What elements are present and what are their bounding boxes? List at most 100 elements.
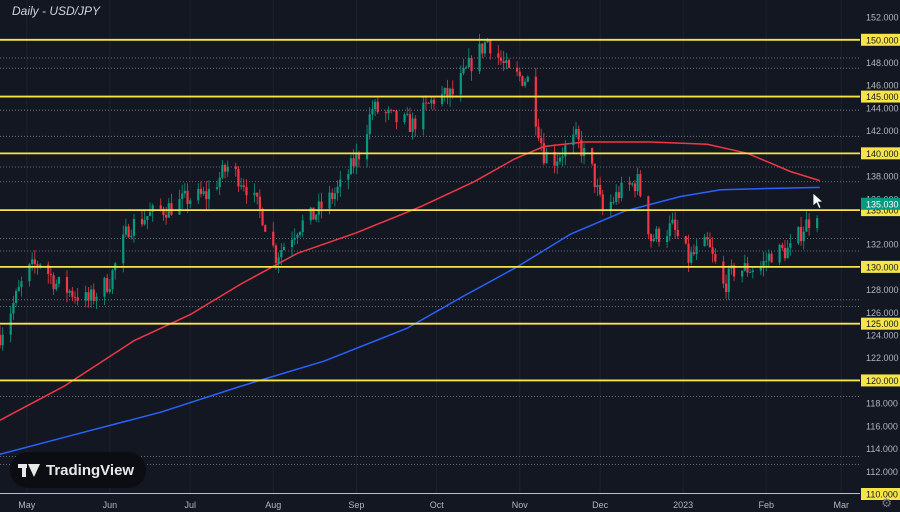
candle-109 <box>408 107 412 133</box>
candle-75 <box>280 243 283 266</box>
price-tick-label-14: 148.000 <box>866 58 899 68</box>
candle-213 <box>799 216 803 246</box>
candle-51 <box>189 197 192 209</box>
candle-36 <box>132 213 136 243</box>
candle-61 <box>226 160 229 177</box>
candle-115 <box>430 97 433 110</box>
level-label-145.000: 145.000 <box>861 90 900 103</box>
candle-173 <box>649 233 653 248</box>
time-tick-label-9: Feb <box>758 500 774 510</box>
price-tick-label-8: 132.000 <box>866 240 899 250</box>
level-label-125.000: 125.000 <box>861 317 900 330</box>
candle-140 <box>524 78 527 88</box>
horizontal-levels[interactable] <box>0 38 860 495</box>
candle-52 <box>197 183 200 204</box>
level-label-110.000: 110.000 <box>861 488 900 500</box>
candle-79 <box>296 232 299 244</box>
candle-211 <box>789 233 792 256</box>
candle-3 <box>12 295 15 321</box>
candle-60 <box>223 163 227 179</box>
candle-74 <box>277 252 280 274</box>
candle-217 <box>816 215 819 233</box>
candle-197 <box>741 270 744 283</box>
candle-26 <box>95 292 98 310</box>
candle-148 <box>556 152 559 175</box>
candle-129 <box>483 40 487 57</box>
candle-141 <box>526 75 529 83</box>
candle-38 <box>143 210 146 226</box>
candle-202 <box>759 261 762 276</box>
candle-171 <box>639 170 642 198</box>
candle-168 <box>631 181 634 187</box>
candle-162 <box>609 194 612 217</box>
candle-124 <box>465 65 468 70</box>
cursor-arrow-icon <box>812 192 825 210</box>
candle-112 <box>422 96 425 136</box>
candle-13 <box>49 266 53 285</box>
time-tick-label-2: Jul <box>184 500 196 510</box>
candle-134 <box>502 51 505 71</box>
candle-181 <box>676 220 679 240</box>
candle-186 <box>695 239 698 260</box>
candle-30 <box>111 268 114 294</box>
candle-125 <box>467 48 470 68</box>
time-axis-bg <box>0 494 860 512</box>
time-axis[interactable]: May Jun Jul Aug Sep Oct Nov Dec 2023 Feb Mar <box>0 494 860 512</box>
price-tick-label-7: 128.000 <box>866 285 899 295</box>
candle-122 <box>459 65 462 102</box>
candle-123 <box>462 59 465 76</box>
candle-86 <box>320 192 323 219</box>
level-label-150.000: 150.000 <box>861 33 900 46</box>
candle-160 <box>599 176 602 197</box>
candle-185 <box>692 244 695 256</box>
candle-77 <box>290 231 294 257</box>
level-label-120.000: 120.000 <box>861 374 900 387</box>
candle-101 <box>376 97 379 115</box>
candle-19 <box>71 286 74 302</box>
candle-150 <box>561 147 564 167</box>
chart-grid <box>26 0 842 494</box>
candle-153 <box>574 121 578 138</box>
candle-105 <box>392 110 395 113</box>
candle-49 <box>183 182 186 198</box>
time-tick-label-4: Sep <box>348 500 364 510</box>
candle-180 <box>674 212 677 240</box>
candle-154 <box>577 125 580 149</box>
candle-176 <box>657 226 661 247</box>
svg-text:150.000: 150.000 <box>866 35 899 45</box>
candle-21 <box>76 288 79 306</box>
candle-93 <box>349 154 353 175</box>
candle-187 <box>703 233 706 247</box>
time-tick-label-6: Nov <box>512 500 529 510</box>
candle-104 <box>390 108 393 114</box>
candle-138 <box>518 67 521 82</box>
price-tick-label-15: 152.000 <box>866 13 899 23</box>
candle-28 <box>106 273 109 294</box>
candle-201 <box>751 266 754 279</box>
candle-189 <box>708 232 712 248</box>
candle-214 <box>802 226 805 250</box>
candle-56 <box>207 180 211 209</box>
price-tick-label-4: 122.000 <box>866 353 899 363</box>
tradingview-logo[interactable]: TradingView <box>10 452 147 488</box>
candle-210 <box>786 240 789 259</box>
gear-icon[interactable]: ⚙ <box>881 496 892 510</box>
candle-88 <box>331 188 334 205</box>
svg-text:130.000: 130.000 <box>866 262 899 272</box>
time-tick-label-7: Dec <box>592 500 609 510</box>
candle-165 <box>617 185 620 204</box>
candle-46 <box>170 193 173 217</box>
candle-0 <box>0 325 2 349</box>
candle-215 <box>805 211 808 232</box>
svg-text:120.000: 120.000 <box>866 376 899 386</box>
price-axis[interactable]: 112.000 114.000 116.000 118.000 122.000 124.0… <box>860 0 900 512</box>
candle-206 <box>770 250 773 263</box>
candle-35 <box>130 229 133 240</box>
svg-text:125.000: 125.000 <box>866 319 899 329</box>
candle-143 <box>537 118 540 142</box>
price-tick-label-11: 142.000 <box>866 126 899 136</box>
candle-69 <box>258 189 261 219</box>
candle-4 <box>14 288 18 307</box>
candle-203 <box>762 251 765 277</box>
